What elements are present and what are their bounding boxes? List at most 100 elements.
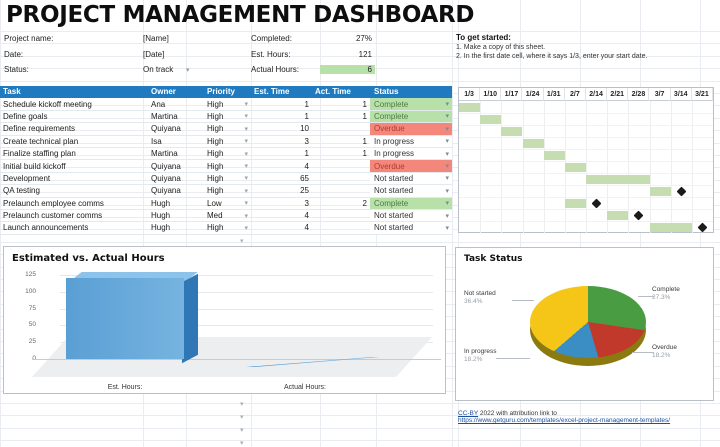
est-time-cell[interactable]: 3 [304,136,309,146]
summary-value[interactable]: [Date] [143,49,165,59]
chevron-down-icon[interactable]: ▾ [244,138,248,146]
chevron-down-icon[interactable]: ▾ [244,175,248,183]
status-badge[interactable]: Not started ▾ [370,172,452,185]
act-time-cell[interactable] [312,185,370,196]
chevron-down-icon[interactable]: ▾ [244,163,248,171]
table-row[interactable]: Finalize staffing plan Martina High ▾ 1 1 In p… [0,147,452,161]
act-time-cell[interactable] [312,173,370,184]
act-time-cell[interactable]: 1 [362,149,367,159]
table-row[interactable]: Prelaunch employee comms Hugh Low ▾ 3 2 Comple… [0,197,452,210]
chevron-down-icon[interactable]: ▾ [244,212,248,220]
owner-cell[interactable]: Isa [151,136,162,146]
act-time-cell[interactable]: 1 [362,99,367,109]
chevron-down-icon[interactable]: ▾ [244,101,248,109]
task-name-cell[interactable]: QA testing [3,186,40,196]
priority-cell[interactable]: Med ▾ [207,211,248,221]
act-time-cell[interactable] [312,123,370,134]
owner-cell[interactable]: Hugh [151,198,171,208]
chevron-down-icon[interactable]: ▾ [244,125,248,133]
template-url-link[interactable]: https://www.getguru.com/templates/excel-… [458,417,671,424]
metric-value[interactable]: 27% [355,34,372,43]
priority-cell[interactable]: High ▾ [207,161,248,171]
table-row[interactable]: Define goals Martina High ▾ 1 1 Complete ▾ [0,110,452,124]
chevron-down-icon[interactable]: ▾ [244,113,248,121]
task-name-cell[interactable]: Prelaunch employee comms [3,198,104,208]
chevron-down-icon[interactable]: ▾ [244,187,248,195]
status-badge[interactable]: Overdue ▾ [370,123,452,135]
chevron-down-icon[interactable]: ▾ [240,238,244,245]
chevron-down-icon[interactable]: ▾ [445,163,449,171]
est-time-cell[interactable]: 1 [304,111,309,121]
status-badge[interactable]: Not started ▾ [370,222,452,234]
owner-cell[interactable]: Ana [151,99,166,109]
priority-cell[interactable]: High ▾ [207,124,248,134]
priority-cell[interactable]: High ▾ [207,99,248,109]
summary-value[interactable]: On track [143,65,174,74]
table-row[interactable]: QA testing Quiyana High ▾ 25 Not started ▾ [0,185,452,198]
table-row[interactable]: Schedule kickoff meeting Ana High ▾ 1 1 Comple… [0,98,452,111]
column-header-owner[interactable]: Owner [151,87,176,97]
chevron-down-icon[interactable]: ▾ [244,150,248,158]
task-name-cell[interactable]: Define goals [3,111,48,121]
owner-cell[interactable]: Quiyana [151,161,181,171]
est-time-cell[interactable]: 65 [300,173,309,183]
est-time-cell[interactable]: 4 [304,161,309,171]
gantt-chart[interactable]: 1/3 1/10 1/17 1/24 1/31 2/7 2/14 2/21 2/28 3/7 3/1… [458,87,714,233]
est-time-cell[interactable]: 4 [304,211,309,221]
est-time-cell[interactable]: 25 [300,186,309,196]
act-time-cell[interactable] [312,160,370,171]
status-badge[interactable]: In progress ▾ [370,135,452,147]
act-time-cell[interactable] [312,222,370,233]
status-badge[interactable]: Not started ▾ [370,185,452,197]
owner-cell[interactable]: Quiyana [151,173,181,183]
estimated-vs-actual-chart[interactable]: Estimated vs. Actual Hours 0 25 50 75 100 125… [3,246,446,394]
status-badge[interactable]: Complete ▾ [370,110,452,123]
column-header-priority[interactable]: Priority [207,87,236,97]
status-badge[interactable]: Not started ▾ [370,209,452,222]
owner-cell[interactable]: Martina [151,149,178,159]
chevron-down-icon[interactable]: ▾ [240,440,244,447]
est-time-cell[interactable]: 1 [304,149,309,159]
chevron-down-icon[interactable]: ▾ [445,125,449,133]
priority-cell[interactable]: Low ▾ [207,198,248,208]
status-badge[interactable]: In progress ▾ [370,147,452,160]
owner-cell[interactable]: Hugh [151,211,171,221]
priority-cell[interactable]: High ▾ [207,223,248,233]
table-row[interactable]: Development Quiyana High ▾ 65 Not started ▾ [0,172,452,186]
chevron-down-icon[interactable]: ▾ [445,224,449,232]
chevron-down-icon[interactable]: ▾ [240,427,244,434]
task-name-cell[interactable]: Create technical plan [3,136,79,146]
task-name-cell[interactable]: Initial build kickoff [3,161,66,171]
chevron-down-icon[interactable]: ▾ [445,113,449,121]
column-header-status[interactable]: Status [374,87,399,97]
est-time-cell[interactable]: 10 [300,124,309,134]
owner-cell[interactable]: Quiyana [151,186,181,196]
table-row[interactable]: Launch announcements Hugh High ▾ 4 Not starte… [0,222,452,235]
owner-cell[interactable]: Hugh [151,223,171,233]
task-name-cell[interactable]: Prelaunch customer comms [3,211,103,221]
summary-value[interactable]: [Name] [143,34,169,43]
column-header-act-time[interactable]: Act. Time [315,87,351,97]
owner-cell[interactable]: Martina [151,111,178,121]
task-status-chart[interactable]: Task Status Complete 27.3% Overdue 18.2% In … [455,247,714,401]
chevron-down-icon[interactable]: ▾ [244,224,248,232]
task-name-cell[interactable]: Finalize staffing plan [3,149,76,159]
table-row[interactable]: Define requirements Quiyana High ▾ 10 Overdue… [0,123,452,136]
table-row[interactable]: Initial build kickoff Quiyana High ▾ 4 Overdu… [0,160,452,173]
chevron-down-icon[interactable]: ▾ [240,414,244,421]
task-name-cell[interactable]: Launch announcements [3,223,89,233]
chevron-down-icon[interactable]: ▾ [445,212,449,220]
act-time-cell[interactable]: 2 [362,198,367,208]
priority-cell[interactable]: High ▾ [207,136,248,146]
metric-value[interactable]: 121 [358,49,372,59]
table-row[interactable]: Prelaunch customer comms Hugh Med ▾ 4 Not sta… [0,209,452,223]
column-header-est-time[interactable]: Est. Time [254,87,290,97]
metric-value[interactable]: 6 [320,65,375,74]
est-time-cell[interactable]: 3 [304,198,309,208]
est-time-cell[interactable]: 4 [304,223,309,233]
task-name-cell[interactable]: Development [3,173,51,183]
task-name-cell[interactable]: Schedule kickoff meeting [3,99,92,109]
priority-cell[interactable]: High ▾ [207,149,248,159]
act-time-cell[interactable] [312,210,370,221]
chevron-down-icon[interactable]: ▾ [445,150,449,158]
